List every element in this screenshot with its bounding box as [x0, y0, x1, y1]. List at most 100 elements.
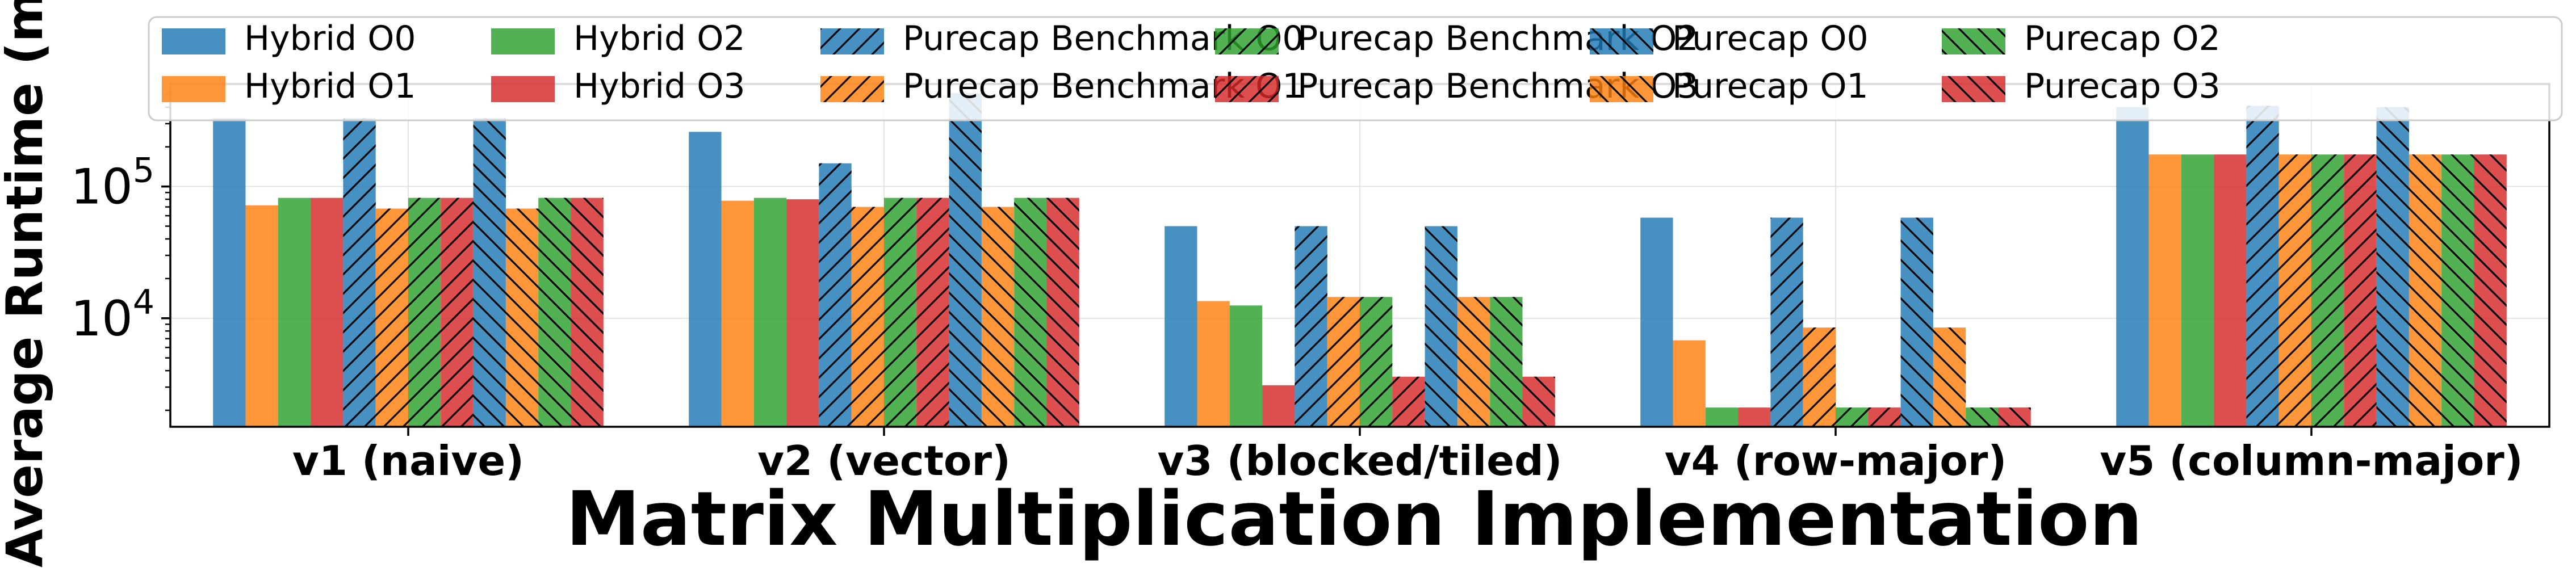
bar — [1966, 407, 1999, 427]
legend-item: Hybrid O2 — [491, 19, 745, 58]
legend-label: Hybrid O2 — [573, 19, 745, 58]
bar — [1046, 197, 1079, 427]
bar — [571, 197, 604, 427]
x-tick-label: v5 (column-major) — [2100, 437, 2523, 485]
bar — [1705, 407, 1739, 427]
bar-fill — [311, 197, 344, 427]
bar-hatch — [1392, 376, 1425, 427]
bar-hatch — [2474, 154, 2507, 427]
bar-fill — [1673, 340, 1706, 427]
bar-fill — [1229, 305, 1263, 427]
bar — [1392, 376, 1425, 427]
bar — [1933, 327, 1966, 427]
bar — [375, 208, 408, 427]
bar-fill — [2214, 154, 2247, 427]
bar-hatch — [1836, 407, 1869, 427]
bar — [245, 205, 278, 427]
bar-hatch — [1295, 226, 1327, 427]
legend-swatch — [491, 28, 555, 54]
bar-hatch — [505, 208, 539, 427]
y-tick-label: 105 — [70, 151, 154, 216]
bar — [213, 118, 246, 427]
legend-label: Hybrid O3 — [573, 66, 745, 106]
bar — [505, 208, 539, 427]
legend-swatch-hatch — [1590, 76, 1653, 102]
bar-fill — [786, 199, 819, 427]
y-tick-label: 104 — [70, 283, 154, 347]
bar — [278, 197, 311, 427]
bar — [1868, 407, 1901, 427]
legend-swatch-hatch — [1215, 28, 1279, 54]
bar — [851, 207, 884, 427]
bar — [2246, 106, 2279, 427]
bar-hatch — [375, 208, 408, 427]
bar — [2474, 154, 2507, 427]
bar-hatch — [1522, 376, 1555, 427]
bar — [1770, 217, 1803, 427]
legend-label: Hybrid O1 — [244, 66, 416, 106]
bar-hatch — [1327, 297, 1360, 427]
bar-hatch — [473, 118, 506, 427]
bar — [2214, 154, 2247, 427]
bar-fill — [753, 197, 787, 427]
bar — [884, 197, 917, 427]
bar-hatch — [571, 197, 604, 427]
bar-fill — [2148, 154, 2181, 427]
legend-swatch-hatch — [1590, 28, 1653, 54]
bar-fill — [689, 132, 722, 427]
bar-hatch — [538, 197, 571, 427]
legend-swatch-hatch — [820, 28, 884, 54]
bar-fill — [1262, 385, 1295, 427]
bar — [2311, 154, 2344, 427]
legend-swatch — [162, 76, 225, 102]
legend: Hybrid O0 Hybrid O1 Hybrid O2 Hybrid O3 Pure… — [148, 16, 2563, 121]
bar — [1900, 217, 1933, 427]
bar — [2278, 154, 2311, 427]
bar-hatch — [1457, 297, 1490, 427]
y-axis-title: Average Runtime (ms — [0, 0, 54, 568]
bar — [1165, 226, 1197, 427]
legend-swatch-hatch — [1215, 76, 1279, 102]
bar-hatch — [1868, 407, 1901, 427]
bar — [473, 118, 506, 427]
bar-fill — [1738, 407, 1771, 427]
x-axis-title: Matrix Multiplication Implementation — [566, 476, 2142, 563]
bar-hatch — [2311, 154, 2344, 427]
bar — [1197, 301, 1230, 427]
bar — [2148, 154, 2181, 427]
bar — [1522, 376, 1555, 427]
bar-hatch — [1490, 297, 1523, 427]
bar — [311, 197, 344, 427]
bar-hatch — [1933, 327, 1966, 427]
bar — [2181, 154, 2214, 427]
bar — [2441, 154, 2474, 427]
bar — [2376, 107, 2409, 427]
bar — [1360, 297, 1393, 427]
bar-hatch — [1425, 226, 1457, 427]
bar — [1998, 407, 2031, 427]
bar-hatch — [1046, 197, 1079, 427]
bar — [1327, 297, 1360, 427]
legend-swatch-hatch — [820, 76, 884, 102]
legend-swatch — [162, 28, 225, 54]
legend-item: Purecap O0 — [1590, 19, 1869, 58]
bar — [949, 93, 982, 427]
legend-label: Purecap O0 — [1672, 19, 1869, 58]
bar — [1640, 217, 1673, 427]
legend-item: Purecap O1 — [1590, 66, 1869, 106]
bar-fill — [1705, 407, 1739, 427]
bar — [1014, 197, 1047, 427]
bar-fill — [1640, 217, 1673, 427]
bar — [916, 197, 949, 427]
legend-item: Hybrid O3 — [491, 66, 745, 106]
bar-fill — [1165, 226, 1197, 427]
bar — [1262, 385, 1295, 427]
bar — [1836, 407, 1869, 427]
bar — [343, 118, 376, 427]
legend-item: Hybrid O0 — [162, 19, 416, 58]
bar-fill — [245, 205, 278, 427]
bar — [1295, 226, 1327, 427]
bar-hatch — [1966, 407, 1999, 427]
x-tick-label: v4 (row-major) — [1665, 437, 2007, 485]
